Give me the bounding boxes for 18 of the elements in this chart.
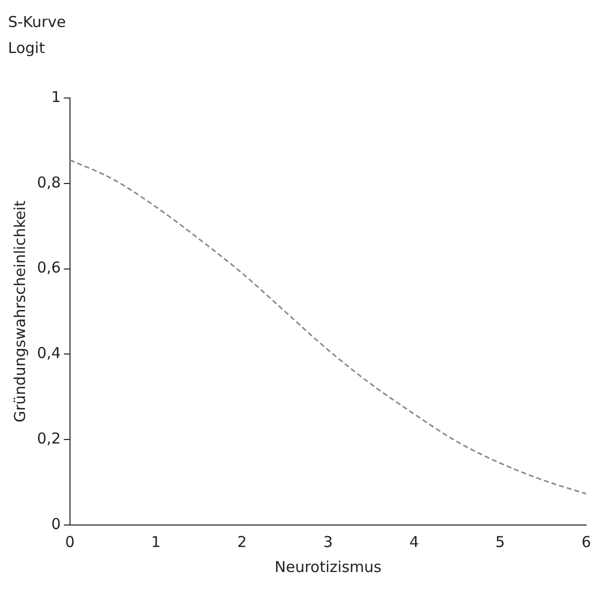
y-tick-label: 1 bbox=[51, 88, 61, 106]
line-series bbox=[70, 159, 586, 495]
chart-title: S-Kurve bbox=[8, 12, 66, 31]
x-tick-label: 1 bbox=[151, 532, 161, 551]
x-tick-label: 4 bbox=[409, 532, 419, 551]
y-tick-label: 0,4 bbox=[36, 344, 61, 362]
x-tick-label: 2 bbox=[237, 532, 247, 551]
x-tick-label: 5 bbox=[495, 532, 505, 551]
y-axis-title: Gründungswahrscheinlichkeit bbox=[10, 200, 29, 422]
x-axis-title: Neurotizismus bbox=[274, 558, 382, 576]
y-tick-label: 0,2 bbox=[36, 429, 61, 448]
x-tick-label: 6 bbox=[581, 532, 591, 551]
y-tick-label: 0 bbox=[51, 514, 61, 533]
chart-subtitle: Logit bbox=[8, 38, 45, 57]
x-tick-label: 0 bbox=[65, 532, 75, 551]
y-tick-label: 0,6 bbox=[36, 258, 61, 277]
x-tick-label: 3 bbox=[323, 532, 333, 551]
y-tick-label: 0,8 bbox=[36, 173, 61, 192]
